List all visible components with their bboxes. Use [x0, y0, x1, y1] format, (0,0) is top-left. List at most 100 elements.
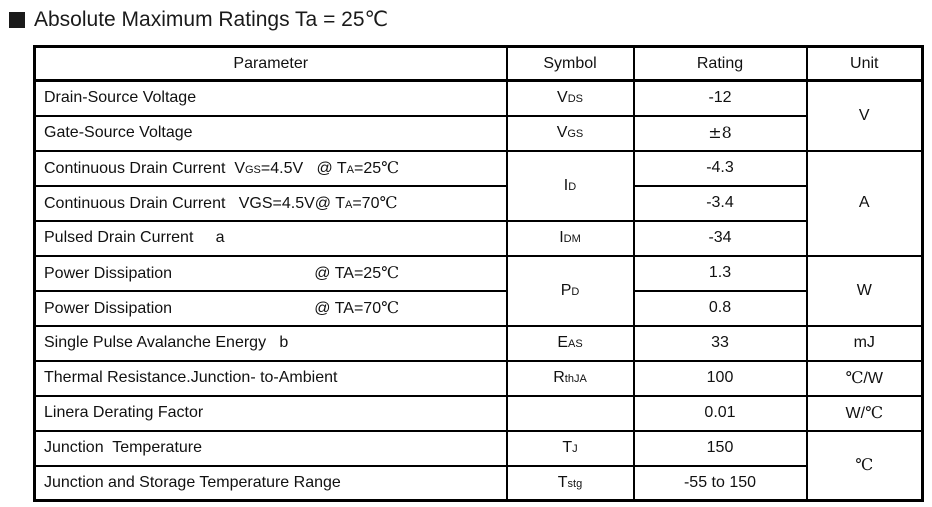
text-part: V — [557, 89, 568, 107]
text-part: Single Pulse Avalanche Energy b — [44, 334, 289, 351]
text-part: mJ — [853, 334, 875, 351]
text-part: Junction Temperature — [44, 439, 203, 456]
symbol-cell: EAS — [505, 324, 635, 362]
section-title: Absolute Maximum Ratings Ta = 25℃ — [9, 7, 388, 32]
parameter-cell: Gate-Source Voltage — [33, 114, 508, 152]
rating-cell: 0.01 — [632, 394, 808, 432]
symbol-cell: ID — [505, 149, 635, 222]
absolute-maximum-ratings-table: Parameter Symbol Rating Unit Drain-Sourc… — [33, 45, 924, 502]
text-part: I — [563, 176, 569, 194]
symbol-cell: Tstg — [505, 464, 635, 502]
text-part: ℃ — [855, 455, 874, 475]
text-part: W — [856, 281, 872, 299]
text-part: /W — [863, 370, 883, 387]
rating-cell: -34 — [632, 219, 808, 257]
text-part: A — [344, 199, 353, 211]
text-part: thJA — [564, 373, 587, 385]
text-part: -12 — [708, 89, 732, 107]
text-part: P — [560, 281, 572, 299]
text-part: Continuous Drain Current VGS=4.5V@ T — [44, 195, 345, 212]
parameter-cell: Pulsed Drain Current a — [33, 219, 508, 257]
text-part: Thermal Resistance.Junction- to-Ambient — [44, 369, 338, 386]
text-part: Power Dissipation @ TA=70 — [44, 300, 382, 317]
text-part: AS — [567, 338, 583, 350]
text-part: ℃ — [845, 368, 864, 387]
text-part: 33 — [711, 334, 729, 351]
header-unit: Unit — [805, 45, 924, 82]
text-part: -4.3 — [706, 159, 734, 176]
parameter-cell: Single Pulse Avalanche Energy b — [33, 324, 508, 362]
text-part: 0.01 — [704, 404, 736, 421]
table-row: Gate-Source Voltage VGS ±8 — [33, 114, 923, 152]
rating-cell: -12 — [632, 79, 808, 117]
text-part: -34 — [708, 229, 732, 246]
symbol-cell: VGS — [505, 114, 635, 152]
text-part: ±8 — [708, 123, 732, 142]
table-row: Pulsed Drain Current a IDM -34 — [33, 219, 923, 257]
header-rating: Rating — [632, 45, 808, 82]
rating-cell: ±8 — [632, 114, 808, 152]
text-part: A — [346, 164, 354, 176]
text-part: R — [553, 369, 565, 386]
rating-cell: -3.4 — [632, 184, 808, 222]
text-part: GS — [244, 164, 261, 176]
text-part: T — [557, 473, 568, 491]
symbol-cell: RthJA — [505, 359, 635, 397]
symbol-cell: VDS — [505, 79, 635, 117]
symbol-cell: PD — [505, 254, 635, 327]
unit-cell: W/℃ — [805, 394, 924, 432]
text-part: 150 — [706, 439, 734, 456]
unit-cell: ℃ — [805, 429, 924, 502]
parameter-cell: Junction Temperature — [33, 429, 508, 467]
text-part: =70 — [352, 195, 380, 212]
parameter-cell: Power Dissipation @ TA=70℃ — [33, 289, 508, 327]
text-part: ℃ — [381, 298, 400, 317]
text-part: I — [559, 229, 564, 246]
symbol-cell — [505, 394, 635, 432]
rating-cell: 100 — [632, 359, 808, 397]
text-part: =25 — [354, 160, 382, 177]
text-part: Drain-Source Voltage — [44, 89, 197, 107]
text-part: -3.4 — [706, 194, 734, 211]
text-part: Pulsed Drain Current a — [44, 229, 225, 246]
rating-cell: 33 — [632, 324, 808, 362]
unit-cell: mJ — [805, 324, 924, 362]
rating-cell: -4.3 — [632, 149, 808, 187]
rating-cell: 0.8 — [632, 289, 808, 327]
table-row: Drain-Source Voltage VDS -12 V — [33, 79, 924, 152]
table-row: Junction and Storage Temperature Range Ts… — [33, 464, 923, 502]
text-part: DM — [563, 233, 581, 245]
table-row: Continuous Drain Current VGS=4.5V@ TA=70… — [33, 184, 923, 222]
parameter-cell: Continuous Drain Current VGS=4.5V @ TA=2… — [33, 149, 508, 187]
text-part: V — [858, 106, 870, 124]
parameter-cell: Linera Derating Factor — [33, 394, 508, 432]
text-part: Gate-Source Voltage — [44, 124, 193, 141]
rating-cell: -55 to 150 — [632, 464, 808, 502]
table-row: Linera Derating Factor 0.01 W/℃ — [33, 394, 924, 432]
unit-cell: ℃/W — [805, 359, 924, 397]
text-part: D — [568, 180, 577, 193]
header-parameter: Parameter — [33, 45, 508, 82]
text-part: E — [557, 334, 568, 351]
text-part: DS — [567, 93, 583, 106]
text-part: ℃ — [381, 158, 400, 177]
unit-cell: A — [805, 149, 924, 257]
text-part: ℃ — [379, 193, 398, 212]
text-part: =4.5V @ T — [260, 160, 347, 177]
table-row: Junction Temperature TJ 150 ℃ — [33, 429, 924, 502]
ratings-table-body: Drain-Source Voltage VDS -12 V Gate-Source V… — [33, 79, 924, 502]
table-row: Continuous Drain Current VGS=4.5V @ TA=2… — [33, 149, 924, 257]
text-part: J — [572, 443, 578, 455]
text-part: T — [562, 439, 573, 456]
rating-cell: 1.3 — [632, 254, 808, 292]
text-part: ℃ — [865, 403, 883, 422]
text-part: W/ — [845, 405, 866, 422]
unit-cell: V — [805, 79, 924, 152]
header-symbol: Symbol — [505, 45, 635, 82]
parameter-cell: Junction and Storage Temperature Range — [33, 464, 508, 502]
text-part: GS — [567, 128, 584, 140]
text-part: 100 — [706, 369, 734, 386]
text-part: 0.8 — [708, 299, 732, 316]
text-part: A — [858, 194, 870, 211]
